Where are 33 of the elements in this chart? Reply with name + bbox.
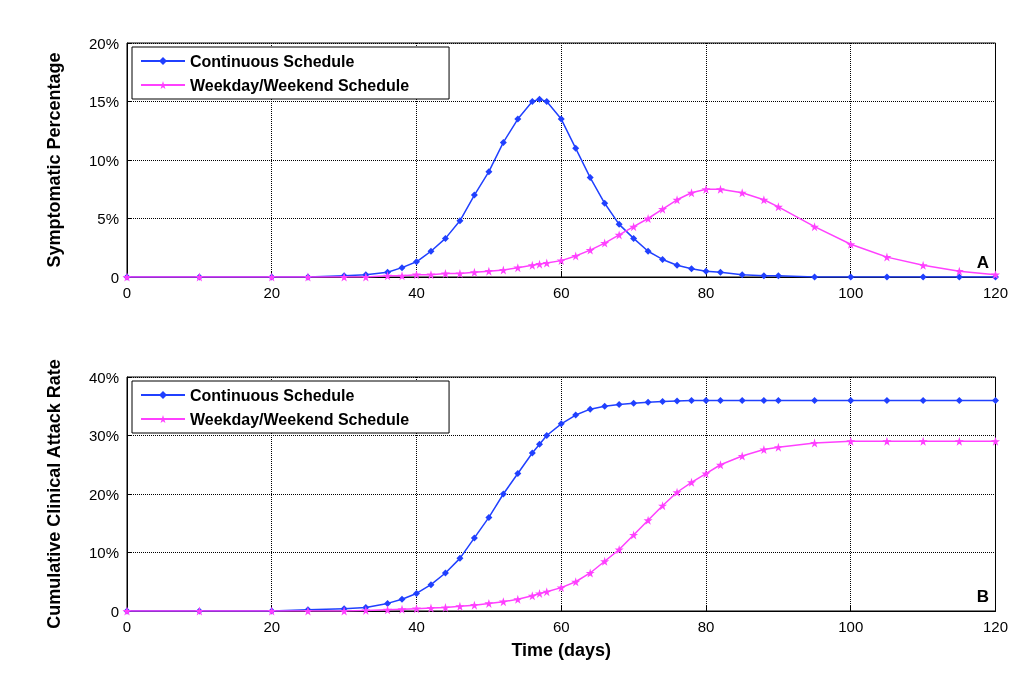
legend-label: Continuous Schedule (190, 386, 355, 404)
y-axis-title: Symptomatic Percentage (44, 52, 64, 268)
y-axis-title: Cumulative Clinical Attack Rate (44, 359, 64, 629)
y-tick-label: 40% (88, 368, 119, 386)
y-tick-label: 10% (88, 544, 119, 561)
x-tick-label: 40 (408, 618, 425, 635)
x-tick-label: 120 (982, 284, 1008, 301)
x-tick-label: 120 (982, 618, 1008, 635)
y-tick-label: 5% (97, 210, 119, 227)
x-tick-label: 100 (838, 284, 864, 301)
annotation: B (976, 587, 989, 606)
legend-label: Continuous Schedule (190, 52, 355, 70)
x-tick-label: 40 (408, 284, 425, 301)
x-tick-label: 20 (263, 284, 281, 301)
legend-label: Weekday/Weekend Schedule (190, 76, 410, 94)
y-tick-label: 20% (88, 485, 119, 503)
x-tick-label: 80 (697, 618, 715, 635)
legend-label: Weekday/Weekend Schedule (190, 410, 410, 428)
x-tick-label: 20 (263, 618, 281, 635)
x-tick-label: 60 (552, 618, 570, 635)
x-tick-label: 100 (838, 618, 864, 635)
y-tick-label: 0 (110, 268, 119, 286)
x-tick-label: 60 (552, 284, 570, 301)
y-tick-label: 30% (88, 427, 119, 444)
annotation: A (976, 253, 989, 272)
y-tick-label: 20% (88, 34, 119, 52)
x-axis-title: Time (days) (511, 640, 612, 660)
x-tick-label: 0 (122, 284, 132, 301)
x-tick-label: 0 (122, 618, 132, 635)
y-tick-label: 15% (88, 93, 119, 110)
y-tick-label: 10% (88, 151, 119, 169)
y-tick-label: 0 (110, 602, 119, 620)
x-tick-label: 80 (697, 284, 715, 301)
